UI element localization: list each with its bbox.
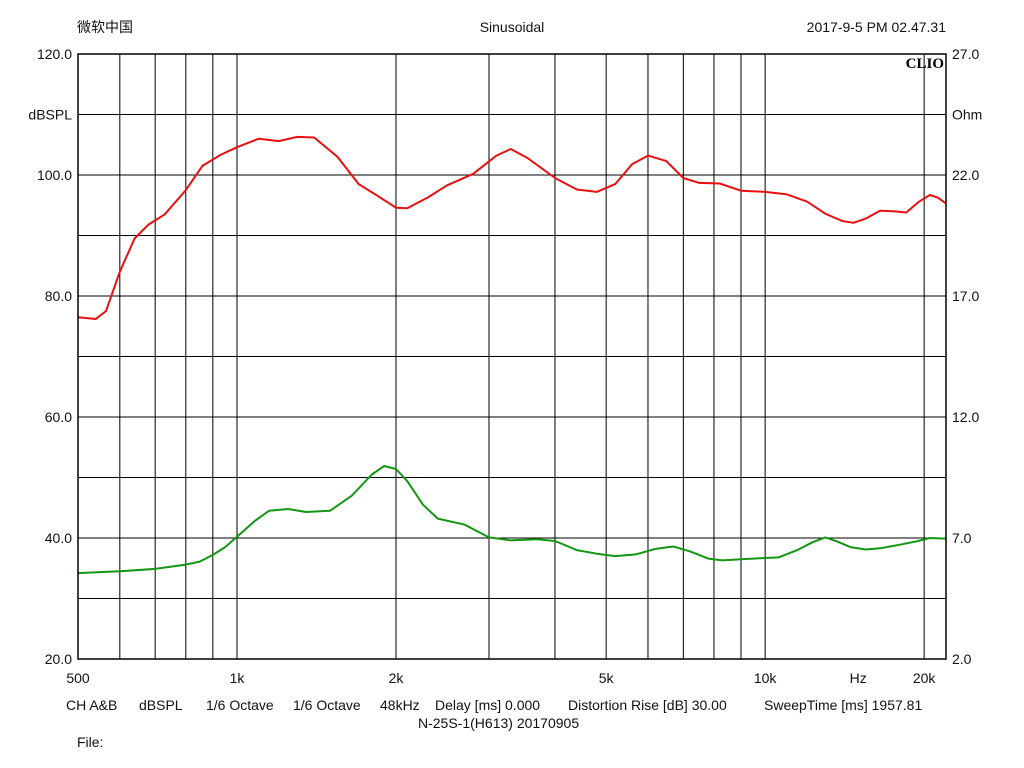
footer-sample-rate: 48kHz [380, 697, 420, 713]
timestamp: 2017-9-5 PM 02.47.31 [806, 19, 946, 35]
x-tick-label: 20k [913, 670, 937, 686]
x-tick-label: 500 [66, 670, 90, 686]
footer-smoothing: 1/6 Octave [206, 697, 274, 713]
y-left-tick-label: 60.0 [45, 409, 72, 425]
y-right-tick-label: 7.0 [952, 530, 972, 546]
clio-logo-text: CLIO [906, 56, 944, 72]
footer-resolution: 1/6 Octave [293, 697, 361, 713]
y-right-tick-label: 17.0 [952, 288, 979, 304]
y-right-tick-label: 22.0 [952, 167, 979, 183]
y-right-tick-label: 27.0 [952, 46, 979, 62]
y-left-axis-label: dBSPL [28, 107, 72, 123]
x-tick-label: 1k [230, 670, 246, 686]
plot-series [77, 135, 947, 575]
y-left-tick-label: 120.0 [37, 46, 72, 62]
file-label: File: [77, 734, 104, 750]
y-left-tick-label: 40.0 [45, 530, 72, 546]
x-axis-unit-label: Hz [850, 670, 867, 686]
x-tick-label: 5k [599, 670, 615, 686]
y-right-tick-label: 12.0 [952, 409, 979, 425]
y-left-tick-label: 100.0 [37, 167, 72, 183]
footer-delay: Delay [ms] 0.000 [435, 697, 541, 713]
footer-caption: N-25S-1(H613) 20170905 [418, 715, 580, 731]
footer-unit: dBSPL [139, 697, 183, 713]
y-right-axis-label: Ohm [952, 107, 982, 123]
series-line-0 [77, 135, 947, 320]
y-left-tick-label: 80.0 [45, 288, 72, 304]
footer-channel: CH A&B [66, 697, 118, 713]
footer-distortion-rise: Distortion Rise [dB] 30.00 [568, 697, 727, 713]
plot-frame [77, 53, 947, 660]
y-right-tick-label: 2.0 [952, 651, 972, 667]
axis-labels: 20.0 40.0 60.0 80.0 100.0 120.0 dBSPL 2.0 7.0 12.… [28, 46, 982, 686]
y-left-tick-label: 20.0 [45, 651, 72, 667]
x-tick-label: 2k [389, 670, 405, 686]
series-line-1 [77, 465, 947, 575]
header-left: 微软中国 [77, 19, 133, 35]
plot-grid [78, 54, 946, 659]
x-tick-label: 10k [754, 670, 778, 686]
chart-title: Sinusoidal [479, 19, 545, 35]
footer-sweep-time: SweepTime [ms] 1957.81 [764, 697, 923, 713]
